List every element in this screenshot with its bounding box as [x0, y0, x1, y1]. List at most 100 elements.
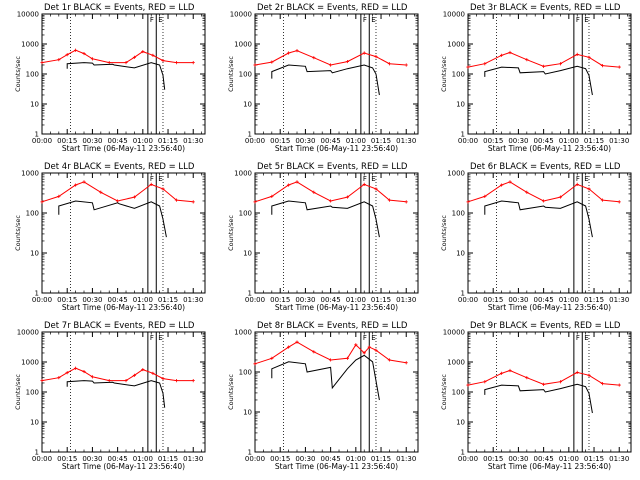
y-axis-label: Counts/sec [14, 215, 22, 251]
data-point [587, 187, 591, 191]
x-axis-label: Start Time (06-May-11 23:56:40) [62, 303, 185, 312]
data-point [141, 367, 145, 372]
data-point [387, 62, 392, 66]
data-point [295, 180, 299, 184]
x-tick-label: 01:30 [183, 455, 203, 463]
marker-label: F [576, 16, 580, 24]
plot-panel: Det 2r BLACK = Events, RED = LLD 1 10 100 10… [227, 3, 419, 153]
data-point [483, 194, 487, 199]
data-point [141, 49, 145, 54]
x-tick-label: 01:00 [346, 296, 366, 304]
data-point [57, 376, 61, 380]
marker-label: F [363, 334, 367, 342]
data-point [174, 378, 179, 383]
data-point [500, 53, 504, 57]
plot-title: Det 7r BLACK = Events, RED = LLD [44, 321, 195, 331]
data-point [617, 65, 621, 69]
series-line [271, 200, 380, 238]
y-axis-label: Counts/sec [440, 374, 448, 410]
series-line [66, 380, 166, 408]
x-tick-label: 00:30 [295, 455, 315, 463]
x-tick-label: 01:00 [346, 455, 366, 463]
y-tick-label: 10000 [230, 11, 252, 19]
data-point [558, 380, 563, 384]
plot-frame [41, 172, 206, 294]
data-point [558, 62, 563, 66]
data-point [124, 378, 128, 383]
y-tick-label: 1000 [21, 359, 39, 367]
x-axis-label: Start Time (06-May-11 23:56:40) [488, 303, 611, 312]
data-point [174, 60, 179, 65]
y-tick-label: 1000 [21, 41, 39, 49]
data-point [404, 361, 408, 365]
marker-label: F [576, 334, 580, 342]
data-point [287, 51, 291, 55]
plot-frame [41, 331, 206, 453]
y-tick-label: 1 [248, 290, 252, 298]
y-tick-label: 1000 [234, 41, 252, 49]
x-tick-label: 01:15 [158, 137, 178, 145]
data-point [575, 52, 579, 57]
y-tick-label: 1000 [234, 329, 252, 337]
x-tick-label: 00:00 [32, 296, 52, 304]
plot-title: Det 3r BLACK = Events, RED = LLD [470, 3, 621, 13]
x-axis-label: Start Time (06-May-11 23:56:40) [488, 144, 611, 153]
x-tick-label: 01:30 [609, 296, 629, 304]
x-tick-label: 01:00 [559, 455, 579, 463]
data-point [253, 63, 257, 67]
y-tick-label: 10000 [17, 11, 39, 19]
data-point [600, 382, 605, 386]
data-point [508, 50, 512, 55]
x-tick-label: 00:15 [57, 455, 77, 463]
data-point [345, 356, 350, 360]
series-line [41, 181, 194, 203]
data-point [116, 199, 120, 203]
data-point [345, 59, 350, 64]
plot-panel: Det 6r BLACK = Events, RED = LLD 1 10 100 10… [440, 162, 632, 312]
y-tick-label: 10 [243, 250, 252, 258]
x-axis-label: Start Time (06-May-11 23:56:40) [275, 144, 398, 153]
y-axis-label: Counts/sec [14, 374, 22, 410]
x-tick-label: 00:30 [508, 296, 528, 304]
y-tick-label: 1000 [447, 41, 465, 49]
data-point [295, 340, 299, 344]
data-point [483, 380, 487, 384]
marker-label: E [158, 175, 162, 183]
plot-panel: Det 8r BLACK = Events, RED = LLD 1 10 100 10… [227, 321, 419, 471]
marker-label: E [371, 175, 375, 183]
data-point [295, 49, 299, 53]
y-tick-label: 1000 [447, 170, 465, 178]
data-point [312, 56, 316, 60]
data-point [132, 373, 137, 377]
data-point [90, 375, 95, 379]
plot-panel: Det 7r BLACK = Events, RED = LLD 1 10 100 10… [14, 321, 206, 471]
data-point [542, 64, 546, 68]
data-point [508, 180, 512, 184]
y-tick-label: 10 [30, 419, 39, 427]
y-tick-label: 1 [461, 290, 465, 298]
data-point [132, 195, 137, 199]
y-axis-label: Counts/sec [440, 215, 448, 251]
plot-frame [254, 172, 419, 294]
data-point [65, 53, 69, 57]
data-point [149, 182, 153, 186]
x-tick-label: 00:30 [82, 455, 102, 463]
x-tick-label: 00:00 [245, 137, 265, 145]
x-tick-label: 00:15 [483, 296, 503, 304]
data-point [191, 200, 195, 204]
y-tick-label: 1000 [21, 170, 39, 178]
x-tick-label: 00:45 [108, 137, 128, 145]
y-tick-label: 1 [248, 449, 252, 457]
y-tick-label: 100 [239, 210, 252, 218]
data-point [542, 382, 546, 386]
series-line [484, 65, 593, 96]
plot-title: Det 2r BLACK = Events, RED = LLD [257, 3, 408, 13]
marker-label: F [150, 334, 154, 342]
data-point [500, 183, 504, 187]
x-tick-label: 01:00 [559, 137, 579, 145]
marker-label: F [576, 175, 580, 183]
data-point [74, 183, 78, 187]
x-tick-label: 00:30 [295, 137, 315, 145]
data-point [404, 63, 408, 67]
